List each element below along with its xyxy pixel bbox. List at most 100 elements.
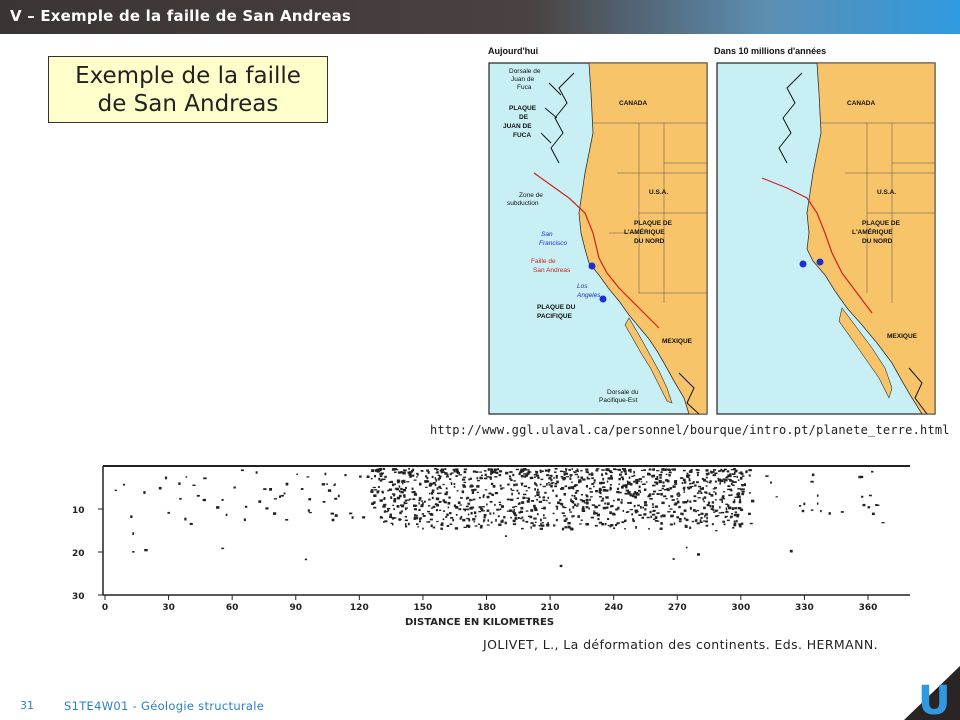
seismic-event [632,518,635,521]
seismic-event [601,481,605,484]
seismic-event [656,476,659,479]
seismic-event [700,492,703,494]
seismic-event [608,470,612,473]
seismic-event [431,475,434,479]
seismic-event [450,517,454,519]
seismic-event [440,523,444,526]
seismic-event [537,513,539,516]
seismic-event [487,468,490,471]
seismic-event [525,497,529,499]
seismic-event [737,479,740,481]
seismic-event [440,522,444,525]
seismic-event [366,475,370,478]
seismic-event [696,481,699,484]
seismic-event [327,489,332,492]
seismic-event [723,480,726,484]
seismic-event [308,498,312,501]
seismic-event [654,516,658,519]
seismic-event [631,513,633,516]
seismic-event [401,480,404,483]
seismic-event [351,516,354,519]
seismic-event [417,526,420,528]
seismic-event [624,519,626,523]
seismic-event [682,487,686,489]
seismic-event [576,468,579,471]
seismic-event [580,476,584,480]
seismic-event [627,491,631,494]
seismic-event [627,481,631,483]
seismic-event [706,481,709,483]
seismic-event [629,468,632,471]
seismic-event [661,501,665,505]
seismic-event [634,491,637,494]
seismic-event [479,476,482,480]
seismic-event [420,470,424,472]
svg-text:CANADA: CANADA [847,100,875,107]
seismic-event [479,527,483,529]
seismic-event [569,474,573,476]
seismic-event [416,472,419,475]
seismic-event [496,508,500,511]
seismic-event [442,483,445,486]
seismic-event [510,498,514,501]
seismic-event [514,505,518,508]
seismic-event [506,510,511,512]
seismic-event [669,523,673,526]
seismic-event [123,483,126,486]
seismic-event [638,485,641,489]
seismic-event [810,480,814,483]
seismic-event [683,517,686,520]
seismic-event [429,482,433,486]
seismic-event [686,486,689,488]
seismic-event [489,501,493,503]
seismic-event [705,524,709,527]
seismic-event [540,522,542,526]
seismic-event [471,491,475,494]
seismic-event [734,511,737,514]
seismic-event [694,520,697,522]
seismic-event [404,499,408,502]
seismic-event [576,503,580,505]
seismic-event [710,494,714,497]
right-map: CANADA U.S.A. PLAQUE DE L'AMÉRIQUE DU NORD… [716,62,936,415]
seismic-event [439,469,442,472]
seismic-event [719,482,721,485]
seismic-event [588,507,590,510]
seismic-event [416,515,419,517]
seismic-event [741,475,745,477]
seismic-event [706,516,708,520]
seismic-event [445,491,449,493]
source-url[interactable]: http://www.ggl.ulaval.ca/personnel/bourq… [430,423,950,437]
seismic-event [414,514,416,517]
seismic-event [738,500,742,504]
seismic-event [671,468,674,471]
seismic-event [696,509,700,512]
seismic-event [591,477,594,480]
seismic-event [620,476,624,479]
seismic-event [428,498,431,501]
seismic-event [745,470,748,474]
seismic-event [560,476,564,478]
seismic-event [419,520,421,523]
seismic-event [473,511,477,515]
seismic-event [598,488,602,491]
svg-text:MEXIQUE: MEXIQUE [662,338,693,345]
seismic-event [391,517,395,519]
seismic-event [613,527,616,530]
seismic-event [731,507,735,510]
seismic-event [593,485,595,488]
seismic-event [741,490,745,493]
seismic-event [528,471,532,473]
seismic-event [705,472,709,476]
seismic-event [489,512,492,515]
seismic-event [634,509,638,512]
seismic-event [463,470,467,474]
seismic-event [726,519,730,522]
seismic-event [618,478,621,481]
seismic-event [652,484,656,487]
seismic-event [647,494,652,497]
seismic-event [308,511,312,514]
seismic-event [407,522,410,526]
seismic-event [196,494,200,497]
